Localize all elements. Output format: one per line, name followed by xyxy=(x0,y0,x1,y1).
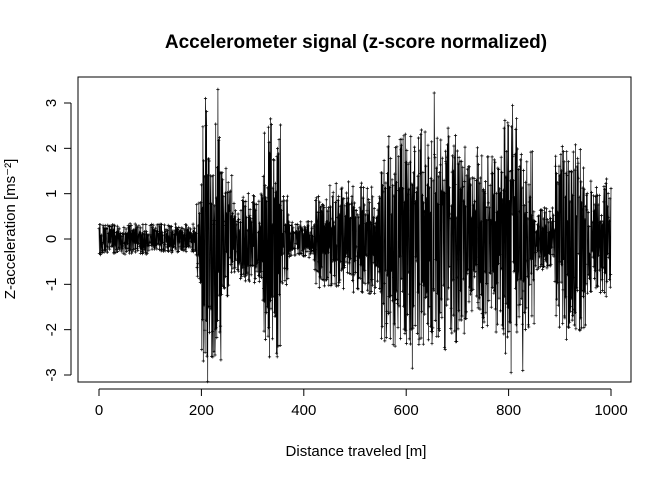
x-tick-label: 1000 xyxy=(594,402,627,419)
series-point-markers xyxy=(97,87,613,384)
x-tick-label: 200 xyxy=(189,402,214,419)
x-axis-label: Distance traveled [m] xyxy=(286,443,427,460)
y-tick-label: -1 xyxy=(43,278,60,291)
plot-area xyxy=(97,87,613,384)
y-tick-label: -2 xyxy=(43,323,60,336)
x-tick-label: 400 xyxy=(291,402,316,419)
plot-frame xyxy=(77,76,632,383)
y-axis-label: Z-acceleration [ms⁻²] xyxy=(2,159,19,299)
y-tick-label: -3 xyxy=(43,368,60,381)
x-tick-label: 0 xyxy=(95,402,103,419)
x-tick-label: 800 xyxy=(496,402,521,419)
x-tick-label: 600 xyxy=(394,402,419,419)
x-axis: 0 200 400 600 800 1000 xyxy=(95,388,628,419)
y-axis: -3 -2 -1 0 1 2 3 xyxy=(43,99,72,382)
y-tick-label: 2 xyxy=(43,144,60,152)
chart-title: Accelerometer signal (z-score normalized… xyxy=(165,32,547,53)
series-line xyxy=(98,89,612,382)
y-tick-label: 3 xyxy=(43,99,60,107)
y-tick-label: 1 xyxy=(43,189,60,197)
y-tick-label: 0 xyxy=(43,235,60,243)
